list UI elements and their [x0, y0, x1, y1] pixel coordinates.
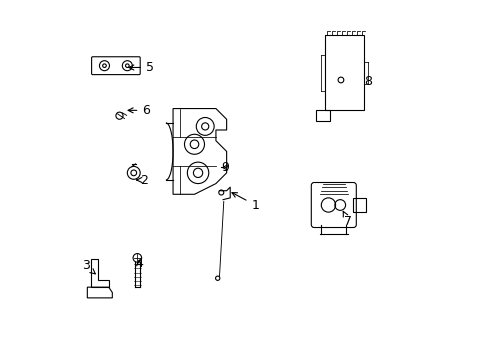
- Text: 3: 3: [81, 259, 95, 274]
- Text: 2: 2: [137, 174, 148, 186]
- Text: 5: 5: [129, 61, 154, 74]
- Text: 4: 4: [135, 257, 143, 270]
- Bar: [324, 35, 364, 111]
- Text: 8: 8: [363, 75, 371, 88]
- Text: 1: 1: [231, 193, 259, 212]
- Text: 9: 9: [221, 161, 228, 174]
- Text: 6: 6: [128, 104, 150, 117]
- Text: 7: 7: [343, 211, 351, 228]
